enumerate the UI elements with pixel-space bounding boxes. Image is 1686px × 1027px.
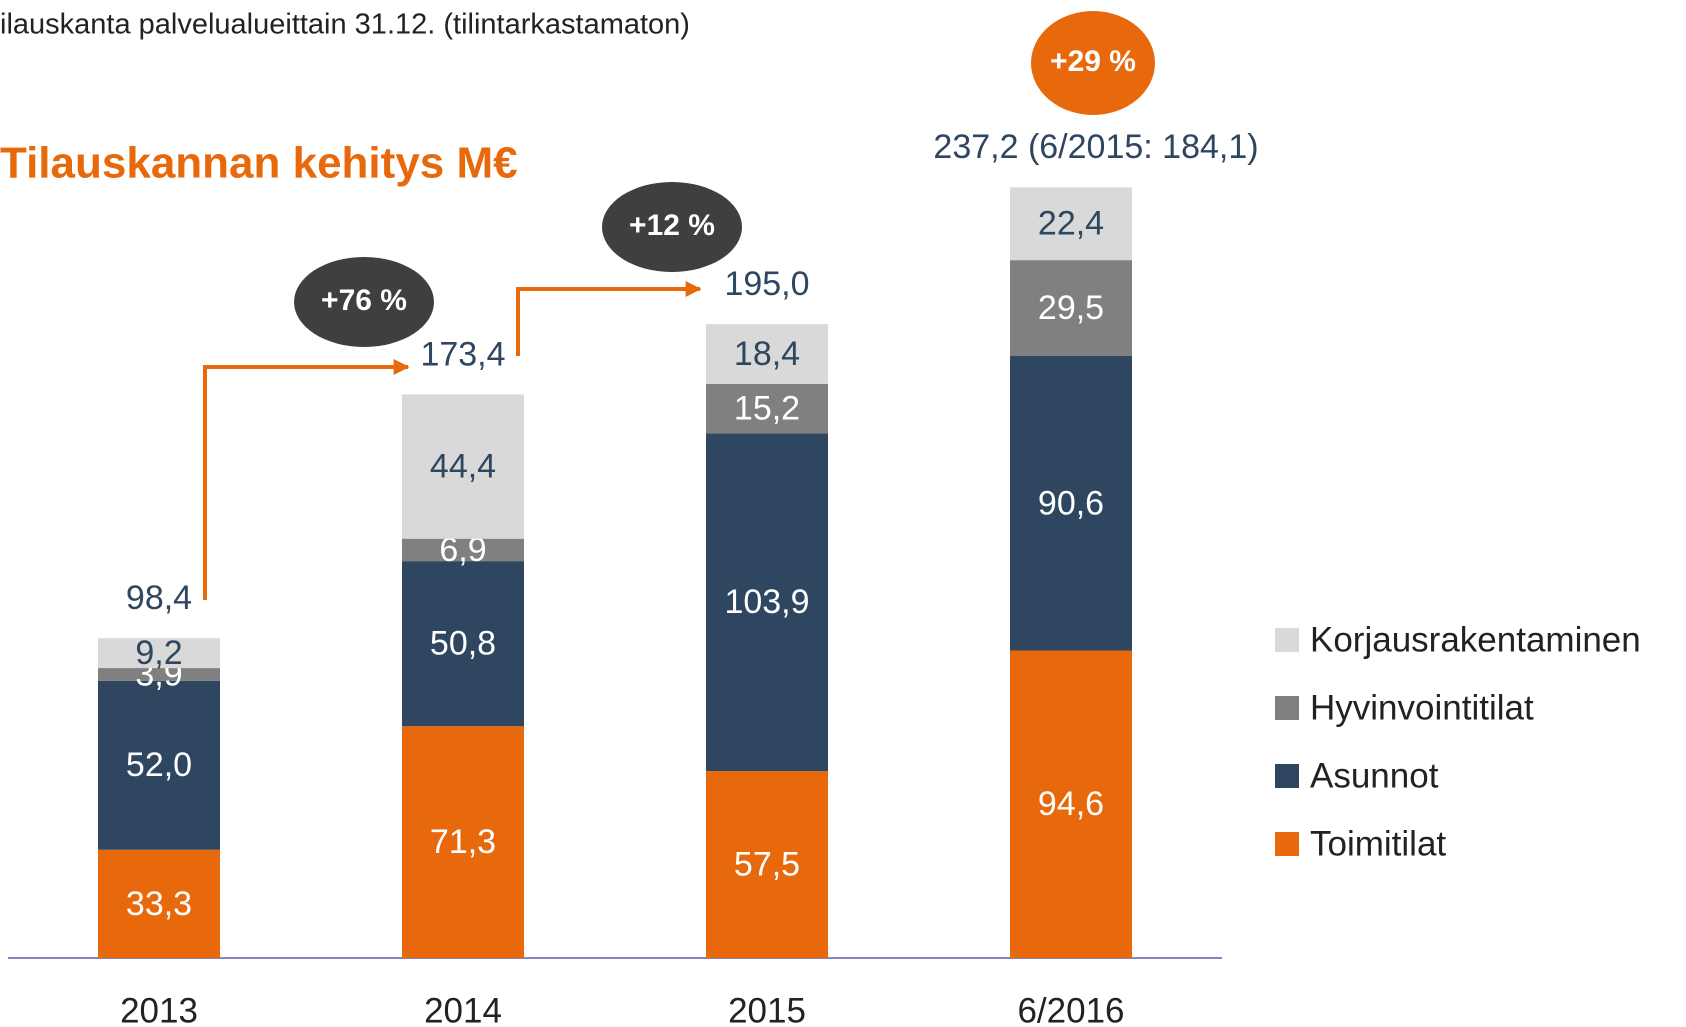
x-tick-label: 2015 — [728, 991, 806, 1027]
value-label: 9,2 — [135, 634, 182, 672]
value-label: 57,5 — [734, 846, 800, 884]
bar-segment — [706, 383, 828, 434]
bar-segment — [402, 394, 524, 539]
growth-label: +12 % — [629, 209, 715, 242]
value-label: 29,5 — [1038, 289, 1104, 327]
value-label: 90,6 — [1038, 484, 1104, 522]
value-label: 94,6 — [1038, 785, 1104, 823]
growth-arrow — [203, 359, 410, 600]
chart-subtitle: ilauskanta palvelualueittain 31.12. (til… — [0, 9, 690, 41]
growth-badge — [294, 257, 434, 347]
x-tick-label: 2013 — [120, 991, 198, 1027]
chart-title: Tilauskannan kehitys M€ — [0, 139, 518, 188]
bar-segment — [98, 849, 220, 958]
bar-segment — [402, 561, 524, 727]
legend-label: Asunnot — [1310, 756, 1439, 795]
bar-segment — [1010, 260, 1132, 357]
bar-segment — [402, 538, 524, 562]
value-label: 15,2 — [734, 390, 800, 428]
value-label: 50,8 — [430, 625, 496, 663]
legend-swatch — [1275, 832, 1299, 856]
total-label: 173,4 — [420, 335, 505, 373]
legend-label: Korjausrakentaminen — [1310, 620, 1641, 659]
bar-segment — [1010, 356, 1132, 651]
x-tick-label: 6/2016 — [1017, 991, 1124, 1027]
bar-segment — [1010, 650, 1132, 958]
growth-badge — [602, 182, 742, 272]
value-label: 33,3 — [126, 885, 192, 923]
bar-segment — [706, 771, 828, 958]
value-label: 103,9 — [724, 583, 809, 621]
value-label: 44,4 — [430, 448, 496, 486]
x-tick-label: 2014 — [424, 991, 502, 1027]
value-label: 71,3 — [430, 823, 496, 861]
legend-label: Toimitilat — [1310, 824, 1446, 863]
growth-badge — [1031, 11, 1155, 115]
bar-segment — [98, 638, 220, 669]
legend-swatch — [1275, 696, 1299, 720]
total-label: 195,0 — [724, 265, 809, 303]
total-label: 98,4 — [126, 579, 192, 617]
legend-swatch — [1275, 764, 1299, 788]
bar-segment — [706, 433, 828, 772]
growth-label: +29 % — [1050, 45, 1136, 78]
bar-segment — [402, 726, 524, 958]
bar-segment — [98, 668, 220, 681]
growth-label: +76 % — [321, 284, 407, 317]
legend-swatch — [1275, 628, 1299, 652]
bar-segment — [706, 324, 828, 384]
total-label: 237,2 (6/2015: 184,1) — [933, 128, 1258, 166]
value-label: 22,4 — [1038, 205, 1104, 243]
value-label: 52,0 — [126, 746, 192, 784]
legend-label: Hyvinvointitilat — [1310, 688, 1534, 727]
value-label: 18,4 — [734, 335, 800, 373]
bar-segment — [1010, 187, 1132, 261]
growth-arrow — [516, 281, 702, 356]
bar-segment — [98, 680, 220, 850]
